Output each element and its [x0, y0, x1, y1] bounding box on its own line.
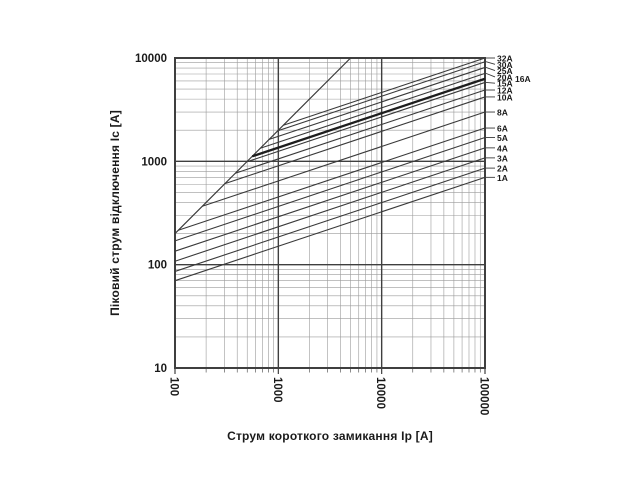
curve-label-10A: 10A — [497, 92, 513, 102]
curve-label-1A: 1A — [497, 173, 508, 183]
fuse-curve-4A — [174, 147, 486, 252]
y-axis-title: Піковий струм відключення Ic [A] — [108, 110, 122, 316]
curve-label-12A: 12A — [497, 86, 513, 96]
y-tick-label: 100 — [148, 260, 167, 272]
curve-label-25A: 25A — [497, 66, 513, 76]
x-tick-label: 100 — [168, 377, 180, 396]
curve-leader-15A — [485, 81, 496, 84]
fuse-curve-3A — [174, 157, 486, 262]
curve-label-2A: 2A — [497, 164, 508, 174]
curve-leader-20A — [485, 72, 496, 78]
fuse-curve-5A — [174, 136, 486, 242]
curve-leader-30A — [485, 61, 496, 65]
curve-label-6A: 6A — [497, 124, 508, 134]
curve-label-8A: 8A — [497, 108, 508, 118]
curve-label-16A: 16A — [515, 74, 531, 84]
fuse-curve-32A — [283, 57, 486, 126]
y-tick-label: 10 — [154, 363, 167, 375]
fuse-curve-30A — [277, 61, 486, 132]
fuse-curve-8A — [202, 111, 486, 207]
curve-leader-25A — [485, 67, 496, 72]
fuse-curve-2A — [174, 167, 486, 272]
fuse-curve-6A — [178, 127, 486, 231]
curve-label-4A: 4A — [497, 143, 508, 153]
curve-label-3A: 3A — [497, 153, 508, 163]
plot-border — [174, 57, 486, 369]
fuse-curve-12A — [235, 89, 486, 174]
curve-label-32A: 32A — [497, 54, 513, 64]
curve-label-15A: 15A — [497, 79, 513, 89]
x-tick-label: 100000 — [478, 377, 490, 415]
fuse-curve-10A — [224, 96, 486, 185]
y-tick-label: 10000 — [135, 53, 167, 65]
x-axis-title: Струм короткого замикання Ip [A] — [227, 429, 433, 443]
fuse-curve-20A — [260, 72, 486, 149]
curve-label-20A: 20A — [497, 72, 513, 82]
fuse-curve-1A — [174, 176, 486, 282]
x-tick-label: 10000 — [374, 377, 386, 409]
y-tick-label: 1000 — [141, 156, 167, 168]
curve-label-30A: 30A — [497, 60, 513, 70]
prospective-line — [174, 57, 351, 234]
x-tick-label: 1000 — [271, 377, 283, 403]
fuse-curve-15A — [246, 81, 486, 163]
fuse-curve-25A — [268, 66, 486, 140]
fuse-curve-16A — [251, 77, 486, 158]
curve-label-5A: 5A — [497, 133, 508, 143]
